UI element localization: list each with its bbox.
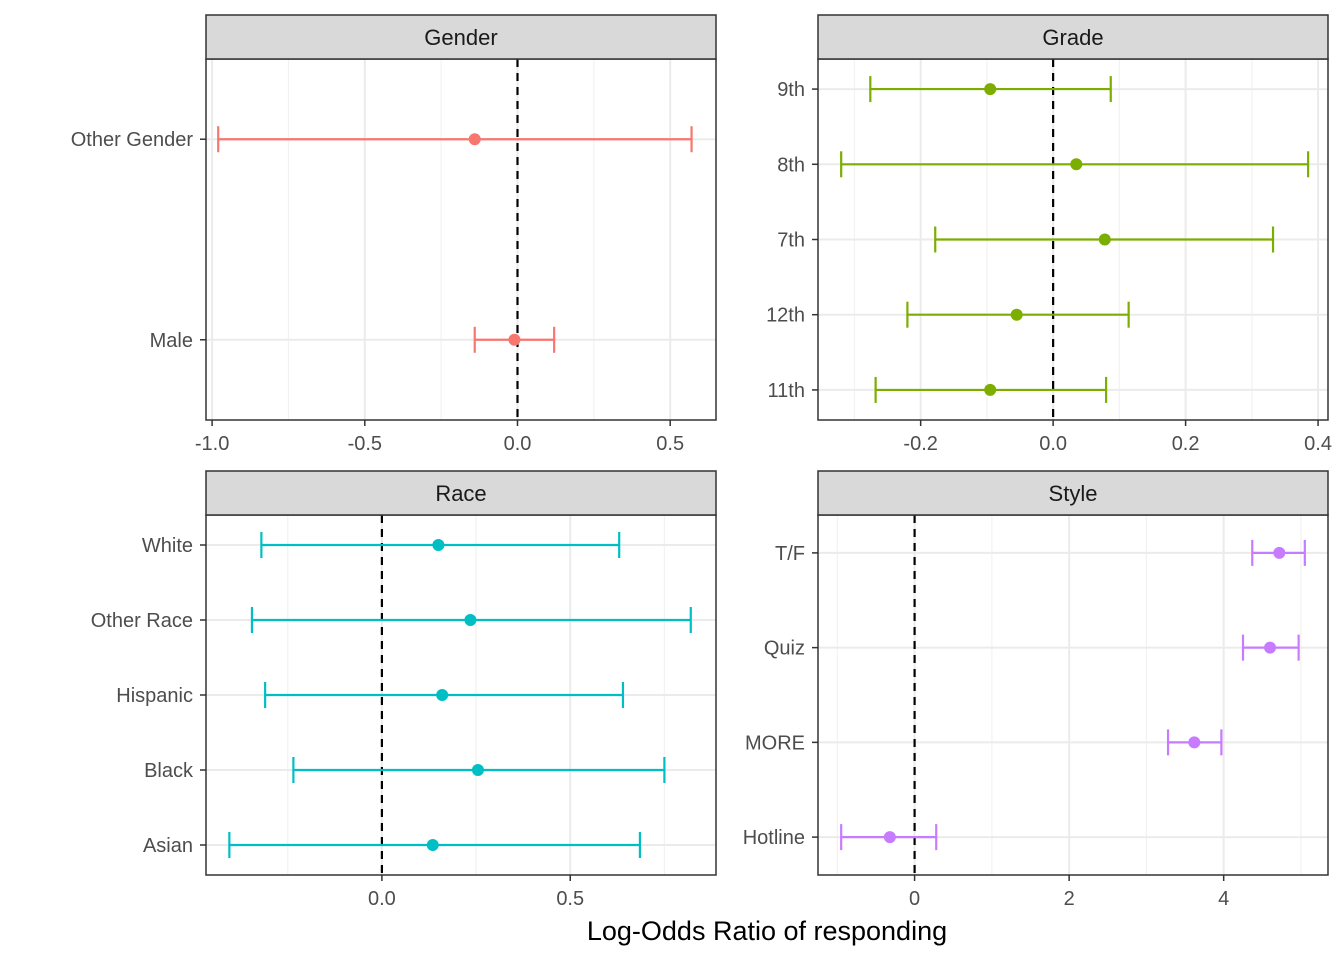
strip-style xyxy=(817,470,1329,516)
x-tick-label-style: 2 xyxy=(1064,888,1075,910)
panel-background-gender xyxy=(206,59,716,420)
x-tick-label-style: 4 xyxy=(1218,888,1229,910)
point-estimate-style-2 xyxy=(1188,736,1201,749)
y-tick-label-grade: 12th xyxy=(766,305,805,327)
panel-background-style xyxy=(818,515,1328,875)
point-estimate-grade-4 xyxy=(984,383,997,396)
x-tick-label-gender: 0.0 xyxy=(504,433,532,455)
strip-grade xyxy=(817,14,1329,60)
point-estimate-race-4 xyxy=(426,839,439,851)
y-tick-label-race: Hispanic xyxy=(116,685,193,707)
y-tick-label-grade: 7th xyxy=(777,230,805,252)
point-estimate-grade-0 xyxy=(984,83,997,96)
x-tick-label-grade: 0.0 xyxy=(1039,433,1067,455)
x-tick-label-grade: 0.2 xyxy=(1172,433,1200,455)
y-tick-label-race: Other Race xyxy=(91,610,193,632)
point-estimate-style-3 xyxy=(883,831,896,844)
point-estimate-race-0 xyxy=(432,539,445,551)
y-tick-label-style: MORE xyxy=(745,732,805,754)
strip-gender xyxy=(205,14,717,60)
y-tick-label-grade: 9th xyxy=(777,79,805,101)
point-estimate-race-1 xyxy=(464,614,477,626)
y-tick-label-grade: 11th xyxy=(768,380,805,402)
strip-label-gender: Gender xyxy=(424,25,497,50)
point-estimate-grade-1 xyxy=(1070,158,1083,171)
strip-race xyxy=(205,470,717,516)
x-tick-label-race: 0.0 xyxy=(368,888,396,910)
point-estimate-gender-1 xyxy=(508,333,521,346)
x-tick-label-race: 0.5 xyxy=(556,888,584,910)
point-estimate-grade-2 xyxy=(1098,233,1111,246)
y-tick-label-race: Black xyxy=(144,760,194,782)
x-tick-label-grade: -0.2 xyxy=(903,433,937,455)
y-tick-label-style: Quiz xyxy=(764,638,805,660)
strip-label-style: Style xyxy=(1049,481,1098,506)
x-tick-label-grade: 0.4 xyxy=(1304,433,1332,455)
y-tick-label-race: White xyxy=(142,535,193,557)
strip-label-race: Race xyxy=(435,481,486,506)
y-tick-label-gender: Male xyxy=(150,330,193,352)
x-axis-title: Log-Odds Ratio of responding xyxy=(587,916,947,946)
y-tick-label-gender: Other Gender xyxy=(71,129,194,151)
y-tick-label-style: Hotline xyxy=(743,827,805,849)
point-estimate-gender-0 xyxy=(468,133,481,146)
strip-label-grade: Grade xyxy=(1042,25,1103,50)
point-estimate-race-3 xyxy=(471,764,484,776)
point-estimate-style-0 xyxy=(1273,546,1286,559)
y-tick-label-grade: 8th xyxy=(777,154,805,176)
x-tick-label-gender: -1.0 xyxy=(195,433,229,455)
x-tick-label-gender: -0.5 xyxy=(348,433,382,455)
y-tick-label-race: Asian xyxy=(143,835,193,857)
point-estimate-style-1 xyxy=(1264,641,1277,654)
point-estimate-race-2 xyxy=(436,689,449,701)
x-tick-label-gender: 0.5 xyxy=(656,433,684,455)
point-estimate-grade-3 xyxy=(1010,308,1023,321)
x-tick-label-style: 0 xyxy=(909,888,920,910)
y-tick-label-style: T/F xyxy=(775,543,805,565)
